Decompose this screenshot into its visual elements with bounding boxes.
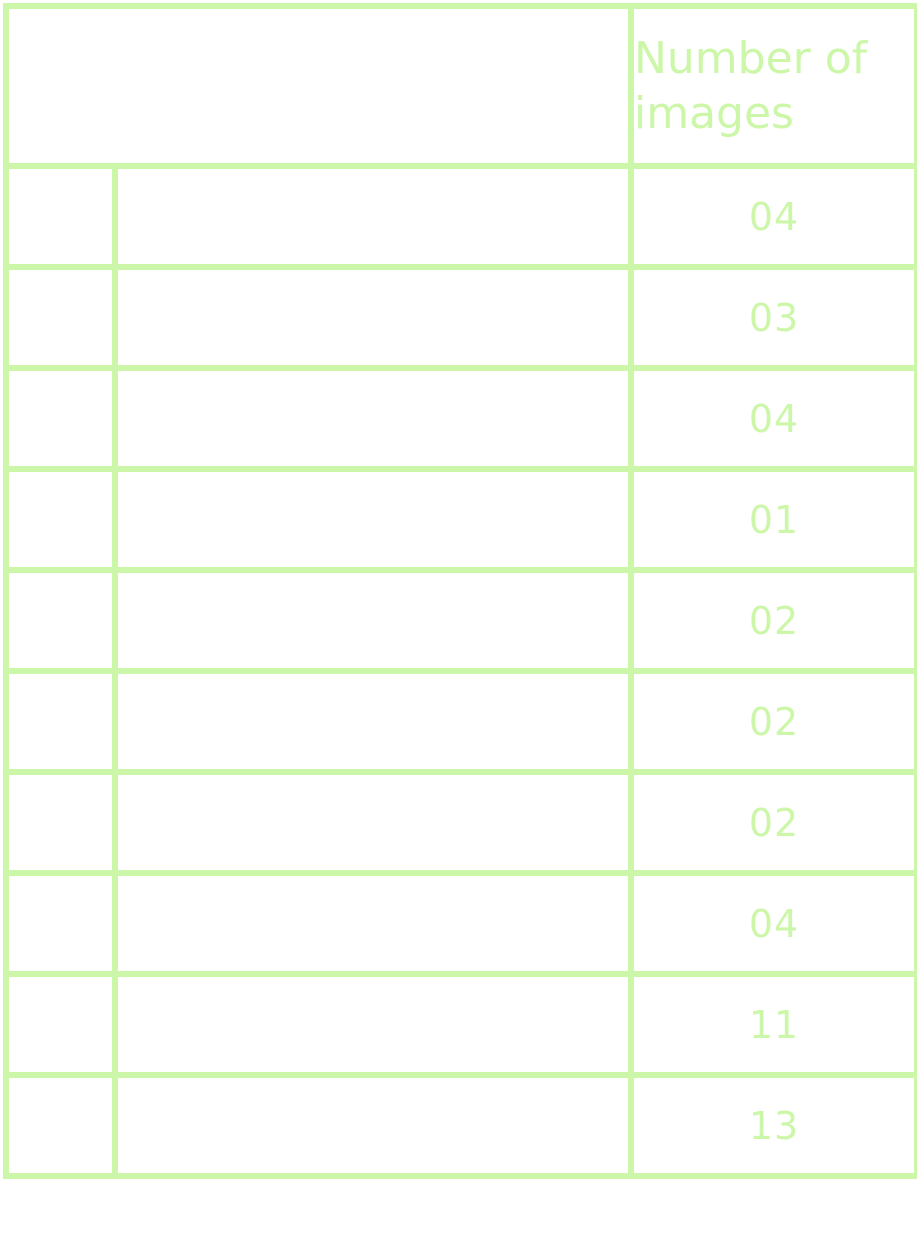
row-label-cell <box>112 1072 634 1179</box>
row-index-cell <box>3 567 118 674</box>
table-row: 03 <box>3 264 917 371</box>
row-label-cell <box>112 870 634 977</box>
table-row: 02 <box>3 769 917 876</box>
row-index-cell <box>3 769 118 876</box>
row-label-cell <box>112 264 634 371</box>
row-index-cell <box>3 163 118 270</box>
image-count-cell: 11 <box>628 971 917 1078</box>
image-count-cell: 03 <box>628 264 917 371</box>
image-count-cell: 04 <box>628 870 917 977</box>
row-index-cell <box>3 971 118 1078</box>
image-count-cell: 13 <box>628 1072 917 1179</box>
row-label-cell <box>112 769 634 876</box>
row-index-cell <box>3 466 118 573</box>
table-row: 04 <box>3 365 917 472</box>
image-count-cell: 04 <box>628 163 917 270</box>
image-count-cell: 04 <box>628 365 917 472</box>
image-count-cell: 02 <box>628 567 917 674</box>
table-row: 01 <box>3 466 917 573</box>
image-count-cell: 02 <box>628 668 917 775</box>
row-label-cell <box>112 971 634 1078</box>
row-index-cell <box>3 668 118 775</box>
image-count-table-container: Number of images 04 03 04 01 02 02 02 04 11 13 <box>3 3 917 1179</box>
row-label-cell <box>112 466 634 573</box>
row-index-cell <box>3 365 118 472</box>
row-label-cell <box>112 668 634 775</box>
table-row: 02 <box>3 668 917 775</box>
table-row: 04 <box>3 870 917 977</box>
header-empty-cell <box>3 3 634 169</box>
row-index-cell <box>3 870 118 977</box>
table-row: 11 <box>3 971 917 1078</box>
row-label-cell <box>112 567 634 674</box>
table-header-row: Number of images <box>3 3 917 169</box>
row-index-cell <box>3 264 118 371</box>
image-count-cell: 01 <box>628 466 917 573</box>
row-index-cell <box>3 1072 118 1179</box>
table-row: 13 <box>3 1072 917 1179</box>
image-count-cell: 02 <box>628 769 917 876</box>
image-count-table: Number of images 04 03 04 01 02 02 02 04 11 13 <box>3 3 917 1179</box>
row-label-cell <box>112 365 634 472</box>
table-row: 02 <box>3 567 917 674</box>
number-of-images-header: Number of images <box>628 3 917 169</box>
row-label-cell <box>112 163 634 270</box>
table-row: 04 <box>3 163 917 270</box>
